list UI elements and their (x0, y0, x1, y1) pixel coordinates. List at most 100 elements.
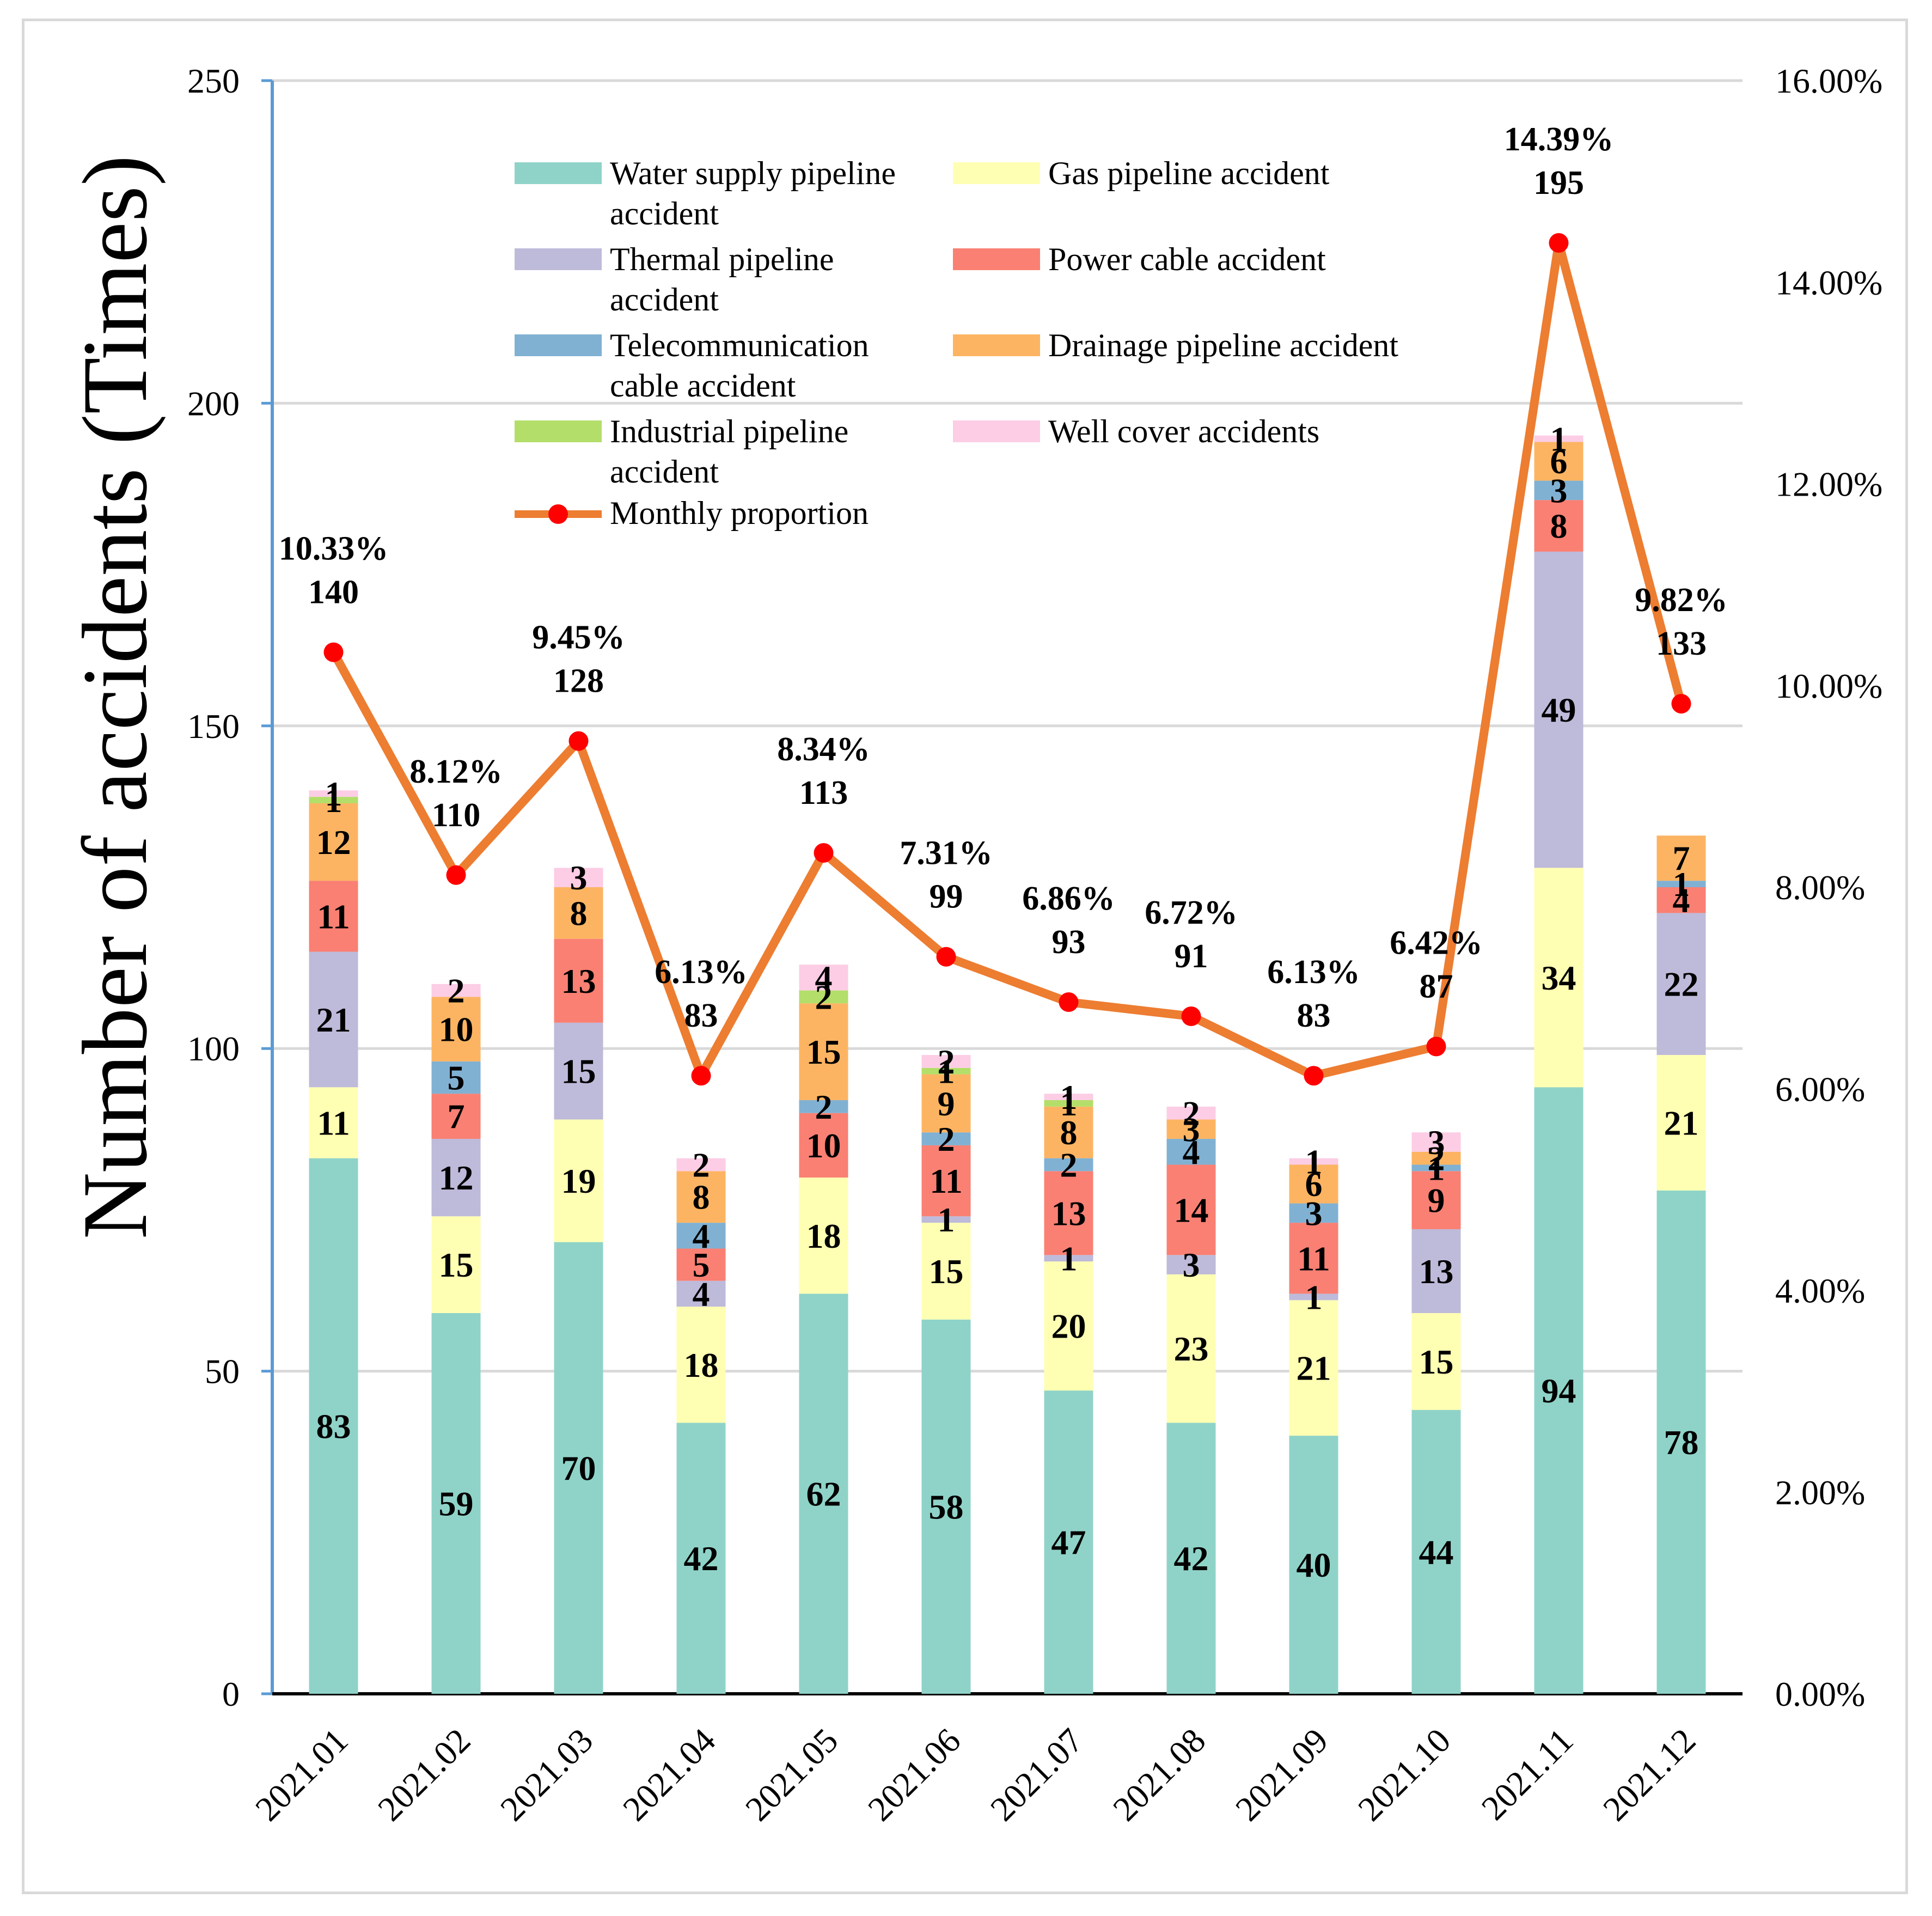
bar-segment (1411, 1313, 1461, 1410)
x-tick-label: 2021.07 (983, 1721, 1090, 1828)
segment-label: 83 (316, 1407, 351, 1445)
segment-label: 4 (1183, 1133, 1200, 1171)
bar-segment (921, 1074, 971, 1133)
segment-label: 1 (1428, 1149, 1445, 1187)
segment-label: 1 (1060, 1084, 1078, 1123)
segment-label: 8 (570, 894, 588, 932)
segment-label: 49 (1542, 691, 1576, 729)
segment-label: 22 (1664, 965, 1699, 1004)
legend-swatch (515, 162, 602, 184)
bar-segment (1411, 1164, 1461, 1171)
percentage-label: 6.13% (1267, 954, 1360, 991)
bar-segment (799, 1293, 848, 1694)
bar-segment (676, 1223, 726, 1249)
segment-label: 1 (1673, 865, 1690, 904)
segment-label: 4 (693, 1217, 710, 1255)
total-label: 99 (930, 878, 963, 916)
x-tick-label: 2021.03 (493, 1721, 600, 1828)
x-tick-label: 2021.01 (248, 1721, 355, 1828)
bar-segment (921, 1067, 971, 1075)
segment-label: 11 (317, 897, 350, 936)
y2-tick-label: 4.00% (1775, 1272, 1865, 1310)
y-tick-label: 150 (187, 707, 240, 746)
segment-label: 2 (1183, 1094, 1200, 1133)
segment-label: 1 (938, 1200, 955, 1239)
total-label: 195 (1533, 164, 1584, 202)
bar-segment (676, 1423, 726, 1694)
y2-tick-label: 10.00% (1775, 667, 1882, 705)
y-tick-label: 250 (187, 62, 240, 100)
x-tick-label: 2021.02 (370, 1721, 478, 1828)
segment-label: 8 (1550, 507, 1568, 546)
bar-segment (554, 938, 603, 1023)
segment-label: 15 (1419, 1343, 1454, 1381)
segment-label: 70 (561, 1449, 596, 1487)
bar-segment (1656, 913, 1706, 1055)
bar-segment (1534, 480, 1583, 501)
bar-segment (1534, 500, 1583, 552)
segment-label: 11 (930, 1162, 962, 1200)
segment-label: 3 (1183, 1110, 1200, 1149)
percentage-label: 9.45% (532, 619, 625, 656)
bar-segment (309, 790, 358, 797)
y-axis-title: Number of accidents (Times) (64, 155, 166, 1240)
bar-segment (1166, 1119, 1216, 1139)
x-tick-label: 2021.06 (860, 1721, 968, 1828)
bar-segment (1534, 551, 1583, 868)
segment-label: 7 (1673, 839, 1690, 878)
legend-swatch (953, 162, 1040, 184)
line-marker (568, 731, 589, 751)
segment-label: 2 (815, 1088, 833, 1126)
bar-segment (799, 1113, 848, 1178)
line-marker (1671, 694, 1691, 714)
percentage-label: 6.72% (1145, 894, 1238, 931)
segment-label: 2 (938, 1042, 955, 1081)
legend-label: Industrial pipeline (610, 413, 848, 449)
bar-segment (431, 1139, 481, 1217)
segment-label: 15 (806, 1033, 841, 1071)
bar-segment (676, 1307, 726, 1423)
bar-segment (1656, 1055, 1706, 1191)
bar-segment (431, 1094, 481, 1139)
bar-segment (1044, 1100, 1093, 1107)
segment-label: 58 (929, 1487, 964, 1526)
segment-label: 8 (1060, 1113, 1078, 1152)
line-marker (1304, 1066, 1324, 1086)
segment-label: 59 (439, 1484, 474, 1523)
legend-label: Well cover accidents (1048, 413, 1319, 449)
y-tick-label: 0 (222, 1675, 240, 1713)
legend-label: Gas pipeline accident (1048, 155, 1330, 191)
y2-tick-label: 14.00% (1775, 263, 1882, 302)
legend-swatch (953, 248, 1040, 270)
bar-segment (676, 1280, 726, 1307)
bar-segment (1166, 1423, 1216, 1694)
bar-segment (1411, 1171, 1461, 1229)
y-tick-label: 100 (187, 1029, 240, 1068)
bar-segment (1289, 1293, 1338, 1301)
segment-label: 21 (1664, 1103, 1699, 1142)
x-tick-label: 2021.09 (1228, 1721, 1335, 1828)
segment-label: 40 (1297, 1546, 1331, 1584)
bar-segment (554, 868, 603, 887)
segment-label: 10 (806, 1126, 841, 1165)
bar-segment (1289, 1223, 1338, 1294)
segment-label: 18 (684, 1346, 719, 1384)
total-label: 83 (1297, 997, 1331, 1034)
y2-tick-label: 12.00% (1775, 465, 1882, 504)
bar-segment (921, 1145, 971, 1217)
percentage-label: 14.39% (1504, 121, 1614, 158)
bar-segment (799, 990, 848, 1004)
segment-label: 3 (570, 858, 588, 897)
x-tick-label: 2021.11 (1474, 1721, 1581, 1828)
total-label: 113 (799, 774, 848, 811)
legend-label: accident (610, 454, 719, 490)
segment-label: 19 (561, 1162, 596, 1200)
y2-tick-label: 2.00% (1775, 1473, 1865, 1512)
segment-label: 11 (317, 1103, 350, 1142)
segment-label: 6 (1305, 1165, 1323, 1204)
bar-segment (676, 1248, 726, 1281)
y2-tick-label: 8.00% (1775, 868, 1865, 907)
bar-segment (431, 1061, 481, 1094)
segment-label: 3 (1183, 1246, 1200, 1284)
bar-segment (1289, 1436, 1338, 1694)
